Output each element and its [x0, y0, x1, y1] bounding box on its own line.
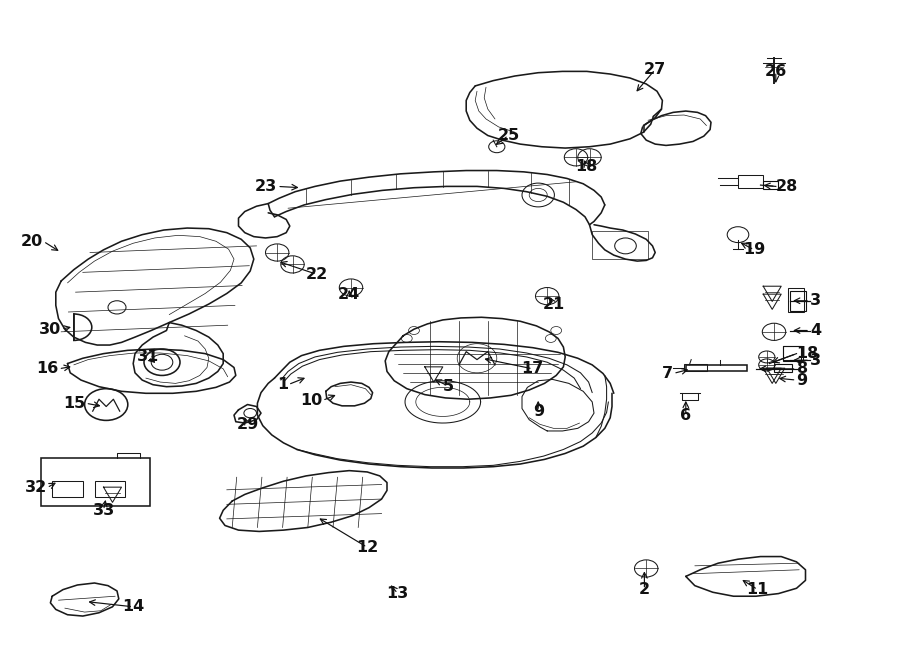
Bar: [686, 365, 747, 371]
Text: 29: 29: [237, 417, 258, 432]
Text: 31: 31: [138, 350, 159, 364]
Bar: [783, 346, 801, 361]
Bar: [52, 481, 83, 497]
Text: 30: 30: [39, 322, 61, 336]
Text: 14: 14: [122, 600, 144, 614]
Text: 25: 25: [498, 128, 519, 143]
Text: 19: 19: [743, 243, 765, 257]
Text: 15: 15: [63, 396, 86, 410]
Text: 18: 18: [796, 346, 819, 361]
Text: 23: 23: [255, 179, 277, 194]
Text: 33: 33: [93, 503, 114, 518]
Text: 28: 28: [776, 179, 798, 194]
Text: 3: 3: [810, 353, 821, 368]
Bar: [774, 364, 792, 372]
Text: 7: 7: [662, 366, 673, 381]
Text: 3: 3: [810, 293, 821, 308]
Bar: [763, 181, 778, 189]
Bar: [738, 175, 763, 188]
Bar: [684, 364, 706, 371]
Text: 4: 4: [810, 323, 821, 338]
Text: 26: 26: [765, 64, 787, 79]
Text: 13: 13: [387, 586, 409, 601]
Text: 10: 10: [300, 393, 322, 408]
Text: 16: 16: [36, 362, 58, 376]
Text: 8: 8: [796, 362, 807, 376]
Text: 21: 21: [543, 297, 564, 311]
Bar: [790, 291, 806, 311]
Text: 11: 11: [747, 582, 769, 597]
Text: 20: 20: [21, 234, 43, 249]
Bar: [788, 288, 804, 312]
Bar: [783, 346, 803, 360]
Text: 17: 17: [522, 362, 544, 376]
Text: 32: 32: [24, 481, 47, 495]
Text: 5: 5: [443, 379, 454, 393]
Text: 18: 18: [576, 159, 598, 174]
Bar: [40, 458, 150, 506]
Text: 1: 1: [277, 377, 288, 392]
Text: 24: 24: [338, 287, 360, 301]
Text: 12: 12: [356, 540, 378, 555]
Text: 9: 9: [533, 404, 544, 418]
Text: 9: 9: [796, 373, 807, 387]
Text: 27: 27: [644, 62, 666, 77]
Text: 6: 6: [680, 408, 691, 422]
Text: 22: 22: [306, 267, 328, 282]
Bar: [94, 481, 125, 497]
Text: 2: 2: [639, 582, 650, 597]
Bar: [592, 231, 648, 259]
